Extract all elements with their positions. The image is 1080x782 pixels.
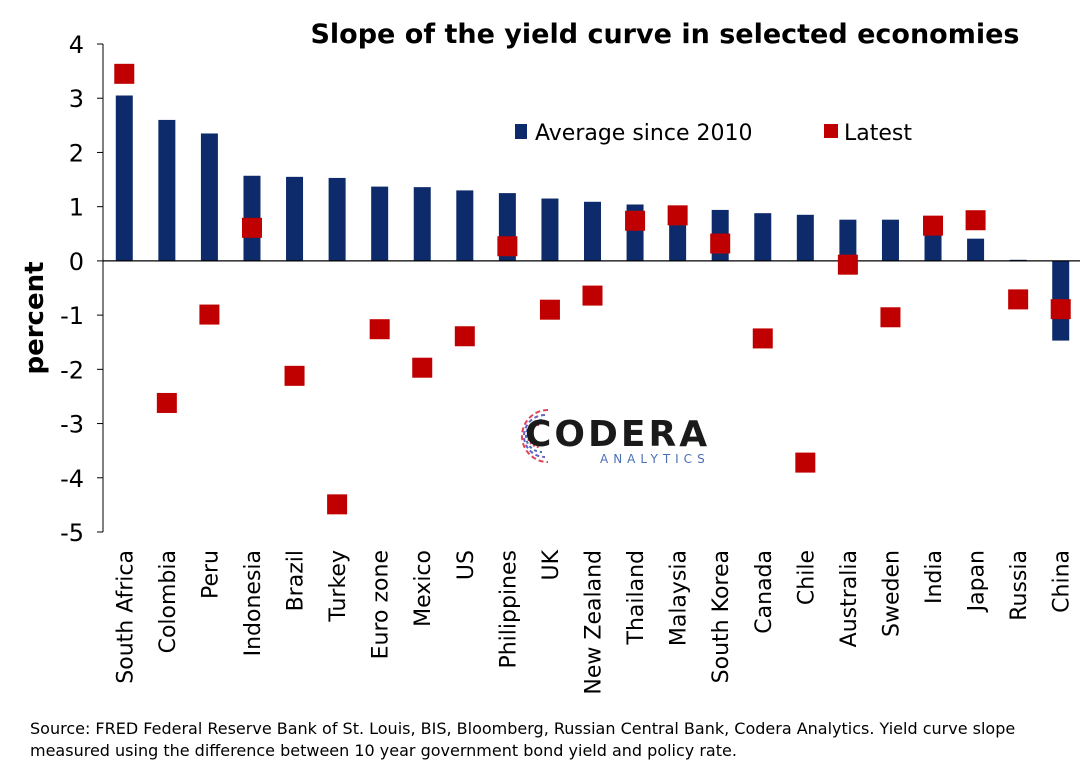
x-tick-label: Australia bbox=[837, 550, 862, 647]
x-tick-label: Sweden bbox=[879, 550, 904, 637]
bar-south-africa bbox=[115, 95, 133, 261]
logo-tagline: ANALYTICS bbox=[600, 452, 710, 466]
y-tick-label: 1 bbox=[69, 194, 84, 222]
x-tick-label: India bbox=[922, 550, 947, 604]
y-tick-label: -3 bbox=[60, 411, 84, 439]
chart-title: Slope of the yield curve in selected eco… bbox=[310, 19, 1019, 50]
bar-japan bbox=[967, 238, 985, 261]
marker-colombia bbox=[156, 392, 177, 413]
x-tick-label: Chile bbox=[794, 550, 819, 605]
x-tick-label: UK bbox=[539, 549, 564, 580]
marker-south-africa bbox=[114, 63, 135, 84]
marker-brazil bbox=[284, 365, 305, 386]
y-tick-label: 2 bbox=[69, 139, 84, 167]
source-note: Source: FRED Federal Reserve Bank of St.… bbox=[30, 719, 1016, 760]
marker-canada bbox=[752, 328, 773, 349]
marker-japan bbox=[965, 210, 986, 231]
marker-china bbox=[1050, 299, 1071, 320]
x-tick-label: Canada bbox=[752, 550, 777, 634]
marker-uk bbox=[539, 299, 560, 320]
y-axis: 4 3 2 1 0 -1 -2 -3 -4 -5 bbox=[60, 31, 104, 547]
marker-malaysia bbox=[667, 205, 688, 226]
y-tick-label: 3 bbox=[69, 85, 84, 113]
legend-swatch-latest bbox=[824, 124, 838, 138]
bar-brazil bbox=[286, 176, 304, 261]
x-tick-label: China bbox=[1050, 550, 1075, 613]
legend-label-average: Average since 2010 bbox=[535, 121, 752, 146]
y-tick-label: -4 bbox=[60, 465, 84, 493]
x-tick-label: Indonesia bbox=[241, 550, 266, 656]
legend-label-latest: Latest bbox=[844, 121, 912, 146]
legend: Average since 2010 Latest bbox=[515, 121, 912, 146]
bar-mexico bbox=[413, 187, 431, 261]
x-tick-label: US bbox=[454, 550, 479, 580]
y-tick-label: -2 bbox=[60, 356, 84, 384]
y-tick-label: 4 bbox=[69, 31, 84, 59]
latest-markers bbox=[114, 63, 1071, 515]
bar-canada bbox=[754, 213, 772, 261]
x-tick-label: Peru bbox=[198, 550, 223, 599]
bar-colombia bbox=[158, 119, 176, 261]
marker-peru bbox=[199, 304, 220, 325]
logo-name: CODERA bbox=[525, 414, 710, 455]
marker-australia bbox=[837, 254, 858, 275]
marker-philippines bbox=[497, 236, 518, 257]
average-bars bbox=[115, 95, 1070, 341]
marker-chile bbox=[795, 452, 816, 473]
x-tick-label: Euro zone bbox=[369, 550, 394, 659]
marker-indonesia bbox=[241, 217, 262, 238]
x-tick-label: Malaysia bbox=[667, 550, 692, 646]
y-tick-label: -1 bbox=[60, 302, 84, 330]
x-tick-label: Colombia bbox=[156, 550, 181, 653]
marker-thailand bbox=[625, 210, 646, 231]
y-tick-label: -5 bbox=[60, 519, 84, 547]
x-tick-label: Mexico bbox=[411, 550, 436, 627]
x-tick-label: South Korea bbox=[709, 550, 734, 683]
x-tick-label: New Zealand bbox=[582, 550, 607, 695]
y-axis-label: percent bbox=[20, 261, 50, 374]
bar-euro-zone bbox=[371, 186, 389, 261]
y-tick-label: 0 bbox=[69, 248, 84, 276]
bar-turkey bbox=[328, 177, 346, 261]
marker-new-zealand bbox=[582, 285, 603, 306]
bar-uk bbox=[541, 198, 559, 261]
marker-sweden bbox=[880, 307, 901, 328]
bar-peru bbox=[200, 133, 218, 261]
codera-swirl-icon bbox=[521, 409, 549, 463]
x-tick-label: South Africa bbox=[113, 550, 138, 684]
x-tick-label: Thailand bbox=[624, 550, 649, 645]
bar-sweden bbox=[881, 219, 899, 261]
x-tick-label: Philippines bbox=[496, 550, 521, 669]
bar-australia bbox=[839, 219, 857, 261]
x-axis-labels: South Africa Colombia Peru Indonesia Brazil T… bbox=[113, 549, 1074, 694]
bar-chile bbox=[796, 214, 814, 261]
bar-new-zealand bbox=[584, 201, 601, 261]
x-tick-label: Japan bbox=[965, 550, 990, 613]
marker-india bbox=[923, 215, 944, 236]
bar-us bbox=[456, 190, 474, 261]
marker-euro-zone bbox=[369, 319, 390, 340]
marker-russia bbox=[1008, 289, 1029, 310]
x-tick-label: Turkey bbox=[326, 550, 351, 623]
codera-logo: CODERA ANALYTICS bbox=[521, 409, 710, 466]
x-tick-label: Brazil bbox=[284, 550, 309, 611]
x-tick-label: Russia bbox=[1007, 550, 1032, 621]
marker-south-korea bbox=[710, 233, 731, 254]
marker-us bbox=[454, 326, 475, 347]
marker-mexico bbox=[412, 357, 433, 378]
marker-turkey bbox=[327, 494, 348, 515]
legend-swatch-average bbox=[515, 124, 527, 139]
